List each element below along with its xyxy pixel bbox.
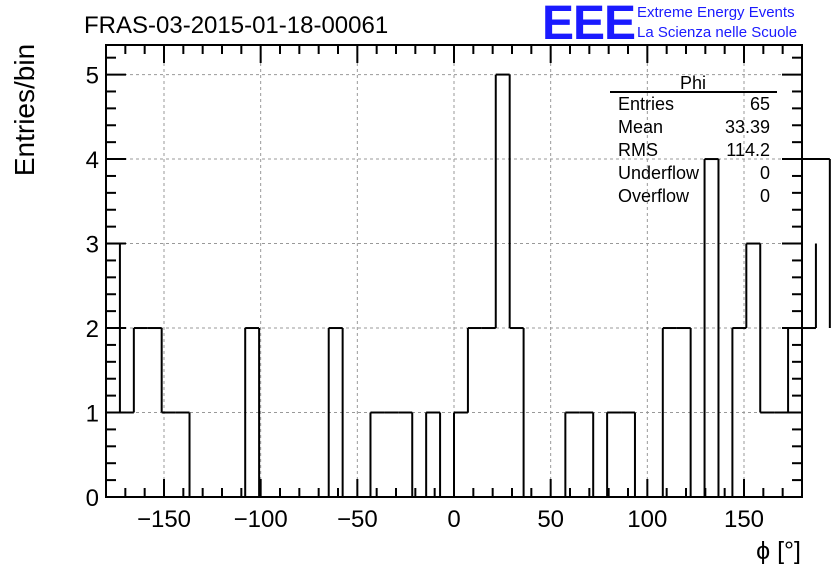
y-tick-label-5: 5: [86, 63, 99, 90]
stats-label-4: Overflow: [618, 186, 690, 206]
stats-value-2: 114.2: [726, 140, 770, 160]
stats-label-0: Entries: [618, 94, 674, 114]
stats-label-2: RMS: [618, 140, 658, 160]
stats-box-title: Phi: [680, 73, 706, 93]
y-tick-label-4: 4: [86, 147, 99, 174]
y-axis-label: Entries/bin: [9, 44, 40, 176]
x-tick-label-4: 50: [537, 506, 564, 533]
stats-box-rows: Entries 65 Mean 33.39 RMS 114.2 Underflow 0 Over…: [618, 94, 770, 206]
stats-box: Phi Entries 65 Mean 33.39 RMS 114.2 Underflow 0…: [610, 73, 777, 206]
x-axis-label: ϕ [°]: [756, 537, 801, 565]
stats-label-1: Mean: [618, 117, 663, 137]
x-tick-label-2: −50: [337, 506, 378, 533]
y-tick-label-2: 2: [86, 316, 99, 343]
y-tick-label-0: 0: [86, 485, 99, 512]
stats-value-3: 0: [760, 163, 770, 183]
stats-value-1: 33.39: [725, 117, 770, 137]
stats-value-0: 65: [750, 94, 770, 114]
eee-logo: EEE: [542, 0, 636, 50]
y-tick-label-1: 1: [86, 401, 99, 428]
tick-labels: −150 −100 −50 0 50 100 150 0 1 2 3 4 5: [86, 63, 764, 533]
stats-label-3: Underflow: [618, 163, 700, 183]
stats-value-4: 0: [760, 186, 770, 206]
x-tick-label-5: 100: [627, 506, 667, 533]
x-tick-label-3: 0: [447, 506, 460, 533]
x-tick-label-6: 150: [724, 506, 764, 533]
x-tick-label-0: −150: [137, 506, 191, 533]
axis-ticks: [106, 45, 802, 498]
y-tick-label-3: 3: [86, 232, 99, 259]
logo-line-2: La Scienza nelle Scuole: [637, 24, 798, 41]
chart-title: FRAS-03-2015-01-18-00061: [84, 12, 388, 39]
logo-line-1: Extreme Energy Events: [637, 4, 795, 21]
x-tick-label-1: −100: [234, 506, 288, 533]
